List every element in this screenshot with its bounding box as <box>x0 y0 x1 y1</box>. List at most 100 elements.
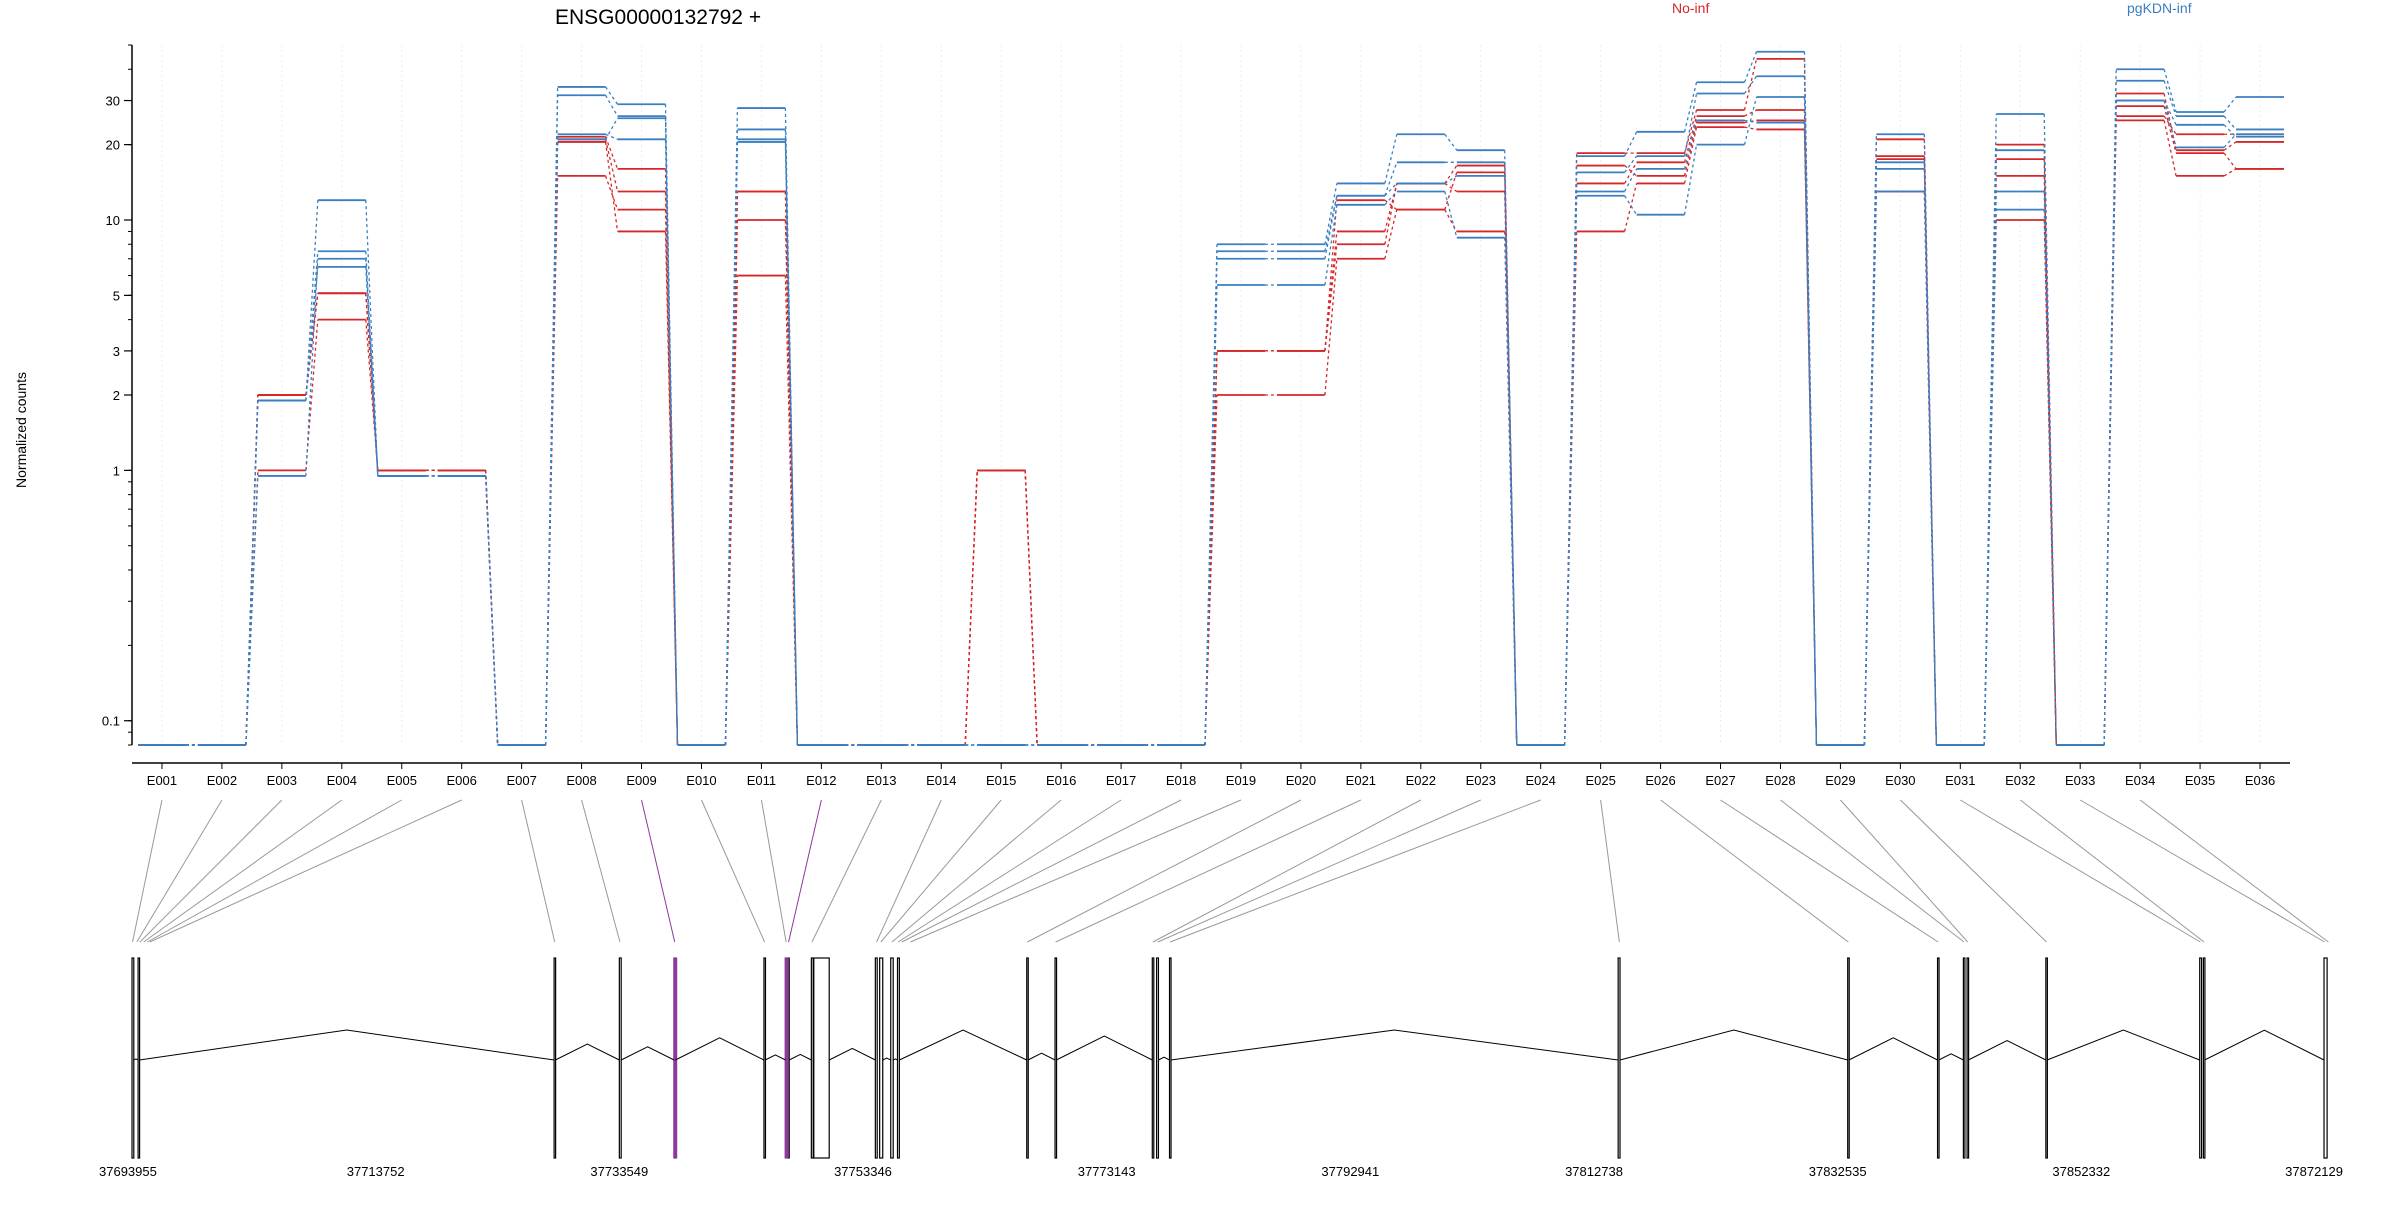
series-connector <box>2223 152 2237 170</box>
series-connector <box>1683 82 1698 132</box>
series-connector <box>1564 195 1578 746</box>
series-pgkdn-inf-5 <box>137 75 2285 746</box>
y-tick-label: 3 <box>113 344 120 359</box>
series-connector <box>1444 175 1458 184</box>
series-no-inf-3 <box>137 115 2285 746</box>
intron-line <box>828 1047 876 1061</box>
intron-line <box>675 1037 765 1061</box>
series-pgkdn-inf-4 <box>137 50 2285 746</box>
series-connector <box>1024 470 1038 746</box>
coord-tick-label: 37832535 <box>1809 1164 1867 1179</box>
series-no-inf-1 <box>137 105 2285 746</box>
exon-block <box>1617 957 1621 1159</box>
x-tick-label: E031 <box>1945 773 1975 788</box>
x-tick-label: E001 <box>147 773 177 788</box>
series-connector <box>724 141 739 746</box>
series-connector <box>2163 115 2177 135</box>
series-connector <box>1863 162 1878 746</box>
y-tick-label: 20 <box>106 138 120 153</box>
series-connector <box>724 275 739 746</box>
exon-connector <box>1152 799 1422 943</box>
series-no-inf-2 <box>137 119 2285 746</box>
exon-connector <box>149 799 462 943</box>
series-connector <box>1983 150 1997 746</box>
x-tick-label: E027 <box>1705 773 1735 788</box>
series-connector <box>1744 109 1757 117</box>
series-connector <box>604 139 619 192</box>
highlighted-exon <box>673 957 678 1159</box>
exon-block <box>2202 957 2206 1159</box>
series-connector <box>2223 96 2237 113</box>
exon-connector <box>701 799 766 943</box>
x-tick-label: E024 <box>1526 773 1556 788</box>
series-connector <box>1624 168 1638 192</box>
series-connector <box>1803 122 1818 746</box>
exon-connector <box>910 799 1242 943</box>
series-connector <box>1923 191 1937 746</box>
exon-connector <box>1780 799 1965 943</box>
exon-connector <box>521 799 556 943</box>
exon-connector <box>1960 799 2201 943</box>
x-tick-label: E020 <box>1286 773 1316 788</box>
series-connector <box>1024 470 1038 746</box>
exon-connector <box>1720 799 1939 943</box>
exon-connector <box>901 799 1182 943</box>
coord-tick-label: 37792941 <box>1321 1164 1379 1179</box>
x-tick-label: E033 <box>2065 773 2095 788</box>
series-connector <box>1024 470 1038 746</box>
x-tick-label: E014 <box>926 773 956 788</box>
x-tick-label: E007 <box>506 773 536 788</box>
x-tick-label: E036 <box>2245 773 2275 788</box>
exon-block <box>1936 957 1940 1159</box>
exon-connector <box>1660 799 1849 943</box>
series-connector <box>604 141 619 232</box>
exon-block <box>1155 957 1160 1159</box>
series-connector <box>305 319 319 471</box>
series-connector <box>1743 58 1758 111</box>
series-connector <box>1624 161 1638 184</box>
series-layer <box>137 50 2285 746</box>
series-connector <box>964 470 978 746</box>
intron-line <box>1158 1056 1170 1061</box>
series-connector <box>305 251 319 401</box>
exon-block <box>2199 957 2203 1159</box>
series-connector <box>544 139 559 746</box>
x-tick-label: E008 <box>566 773 596 788</box>
series-no-inf-0 <box>137 57 2285 746</box>
series-connector <box>2223 133 2237 148</box>
intron-line <box>882 1057 891 1061</box>
x-tick-label: E018 <box>1166 773 1196 788</box>
exon-connector <box>136 799 223 943</box>
coord-tick-label: 37753346 <box>834 1164 892 1179</box>
x-axis: E001 E002 E003 E004 E005 E006 E007 E008 E009 E010… <box>132 762 2290 788</box>
series-connector <box>1204 394 1218 746</box>
series-connector <box>1623 183 1638 232</box>
intron-line <box>133 1058 139 1061</box>
intron-line <box>899 1029 1027 1061</box>
series-connector <box>1324 195 1338 259</box>
series-connector <box>1744 119 1757 124</box>
y-tick-label: 5 <box>113 288 120 303</box>
series-connector <box>1204 258 1218 746</box>
series-connector <box>604 94 619 117</box>
exon-connector <box>581 799 621 943</box>
coord-tick-label: 37872129 <box>2285 1164 2343 1179</box>
series-connector <box>245 475 259 746</box>
x-tick-label: E015 <box>986 773 1016 788</box>
exon-connector <box>811 799 882 943</box>
coord-tick-label: 37852332 <box>2052 1164 2110 1179</box>
series-connector <box>1803 96 1818 746</box>
series-connector <box>1683 120 1698 170</box>
exon-connector <box>1169 799 1541 943</box>
series-connector <box>1324 244 1338 351</box>
series-connector <box>2223 168 2237 177</box>
legend-no-inf: No-inf <box>1672 0 1709 16</box>
exon-connector <box>1055 799 1362 943</box>
exon-block <box>137 957 141 1159</box>
x-tick-label: E030 <box>1885 773 1915 788</box>
series-connector <box>1624 195 1638 216</box>
x-tick-label: E002 <box>207 773 237 788</box>
series-connector <box>1444 133 1458 151</box>
